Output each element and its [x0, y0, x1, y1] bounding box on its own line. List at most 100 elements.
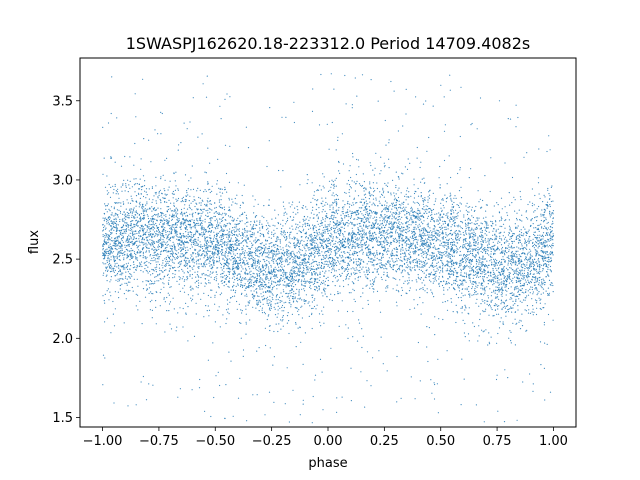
data-point	[198, 266, 200, 268]
data-point	[229, 277, 231, 279]
data-point	[115, 248, 117, 250]
data-point	[543, 281, 545, 283]
data-point	[424, 209, 426, 211]
data-point	[426, 253, 428, 255]
data-point	[288, 202, 290, 204]
data-point	[220, 292, 223, 294]
data-point	[411, 221, 413, 223]
data-point	[463, 234, 465, 236]
data-point	[269, 225, 271, 227]
data-point	[456, 247, 458, 249]
data-point	[404, 208, 406, 210]
data-point	[296, 205, 298, 208]
data-point	[323, 226, 325, 229]
data-point	[454, 244, 456, 246]
data-point	[288, 255, 290, 257]
data-point	[190, 234, 192, 236]
data-point	[131, 198, 133, 200]
data-point	[495, 231, 497, 233]
data-point	[256, 280, 258, 282]
data-point	[494, 305, 496, 307]
data-point	[549, 229, 551, 231]
data-point	[278, 257, 280, 259]
data-point	[222, 230, 225, 232]
data-point	[314, 286, 316, 288]
data-point	[475, 291, 477, 293]
data-point	[404, 251, 406, 253]
data-point	[119, 269, 121, 271]
data-point	[314, 199, 316, 201]
data-point	[317, 264, 319, 267]
data-point	[534, 258, 536, 260]
data-point	[496, 280, 499, 282]
data-point	[156, 235, 158, 237]
data-point	[414, 269, 416, 271]
data-point	[459, 284, 461, 287]
data-point	[401, 172, 403, 174]
data-point	[432, 256, 434, 258]
data-point	[449, 216, 451, 218]
data-point	[265, 243, 267, 245]
data-point	[221, 269, 223, 271]
data-point	[421, 178, 423, 180]
data-point	[510, 340, 512, 342]
data-point	[508, 231, 510, 234]
data-point	[259, 280, 261, 282]
data-point	[296, 239, 298, 241]
data-point	[248, 266, 250, 268]
data-point	[245, 240, 247, 242]
data-point	[396, 264, 398, 266]
data-point	[256, 288, 258, 290]
data-point	[104, 293, 106, 295]
data-point	[206, 200, 208, 202]
data-point	[197, 220, 199, 222]
data-point	[395, 229, 397, 231]
data-point	[496, 264, 498, 266]
data-point	[189, 248, 191, 250]
data-point	[225, 262, 227, 264]
data-point	[396, 260, 398, 262]
data-point	[490, 238, 492, 240]
data-point	[503, 303, 505, 305]
data-point	[286, 249, 288, 251]
data-point	[143, 210, 145, 212]
data-point	[197, 251, 199, 253]
data-point	[314, 240, 316, 242]
data-point	[464, 230, 466, 232]
data-point	[113, 402, 115, 404]
data-point	[515, 269, 517, 271]
data-point	[368, 232, 370, 234]
data-point	[322, 258, 324, 260]
data-point	[393, 192, 395, 194]
data-point	[446, 197, 448, 199]
data-point	[312, 238, 314, 240]
data-point	[186, 128, 188, 130]
data-point	[127, 268, 129, 270]
data-point	[102, 229, 105, 231]
data-point	[271, 242, 273, 244]
data-point	[135, 404, 137, 406]
data-point	[462, 255, 465, 257]
data-point	[190, 257, 192, 259]
data-point	[338, 238, 341, 240]
data-point	[120, 165, 123, 167]
data-point	[158, 280, 160, 282]
data-point	[447, 215, 449, 217]
data-point	[272, 294, 274, 296]
data-point	[343, 285, 345, 288]
data-point	[106, 248, 108, 250]
data-point	[228, 247, 230, 249]
data-point	[526, 262, 528, 264]
data-point	[295, 323, 297, 325]
data-point	[166, 219, 168, 221]
data-point	[313, 305, 316, 308]
data-point	[421, 237, 423, 239]
data-point	[426, 231, 429, 234]
data-point	[529, 248, 531, 250]
data-point	[252, 286, 254, 288]
data-point	[544, 284, 546, 286]
data-point	[417, 341, 419, 344]
data-point	[164, 258, 166, 260]
data-point	[107, 258, 109, 260]
data-point	[288, 320, 290, 322]
